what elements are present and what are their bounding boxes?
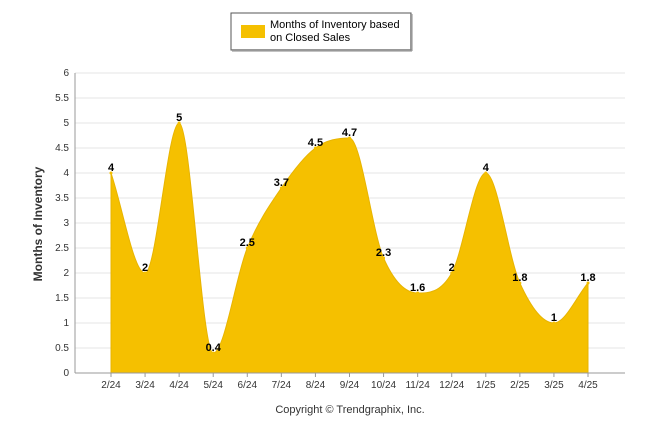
y-tick-label: 4 [63,168,69,179]
data-label: 4 [108,162,115,174]
data-label: 1.8 [580,272,595,284]
y-tick-label: 4.5 [55,143,69,154]
y-tick-label: 3 [63,218,69,229]
data-point [143,271,147,275]
x-tick-label: 3/24 [135,380,155,391]
axes [74,73,625,377]
data-point [245,246,249,250]
data-label: 2 [449,262,455,274]
data-point [450,271,454,275]
data-point [552,321,556,325]
data-point [518,281,522,285]
data-labels: 4 2 5 0.4 2.5 3.7 4.5 4.7 2.3 1.6 2 4 1.8 1 1.8 [108,112,596,355]
data-label: 2 [142,262,148,274]
data-point [416,291,420,295]
x-tick-label: 3/25 [544,380,564,391]
data-label: 1.8 [512,272,527,284]
data-point [177,121,181,125]
data-point [586,281,590,285]
x-tick-label: 4/25 [578,380,598,391]
y-tick-label: 3.5 [55,193,69,204]
data-point [382,256,386,260]
data-label: 4 [483,162,490,174]
x-tick-label: 8/24 [306,380,326,391]
x-tick-label: 12/24 [439,380,464,391]
data-label: 0.4 [206,342,222,354]
data-label: 2.5 [240,237,255,249]
legend-label: Months of Inventory based on Closed Sales [270,19,400,44]
data-label: 3.7 [274,177,289,189]
data-point [484,171,488,175]
y-tick-label: 2.5 [55,243,69,254]
x-tick-label: 9/24 [340,380,360,391]
data-label: 5 [176,112,182,124]
data-label: 1 [551,312,557,324]
y-tick-label: 1.5 [55,293,69,304]
y-tick-labels: 0 0.5 1 1.5 2 2.5 3 3.5 4 4.5 5 5.5 6 [55,68,69,379]
data-point [313,146,317,150]
copyright-footer: Copyright © Trendgraphix, Inc. [275,404,424,416]
x-tick-label: 1/25 [476,380,496,391]
y-tick-label: 2 [63,268,69,279]
x-tick-label: 7/24 [272,380,292,391]
y-tick-label: 0.5 [55,343,69,354]
x-tick-label: 5/24 [203,380,223,391]
y-tick-label: 6 [63,68,69,79]
data-label: 2.3 [376,247,391,259]
y-tick-label: 5.5 [55,93,69,104]
y-tick-label: 0 [63,368,69,379]
data-point [109,171,113,175]
y-axis-title: Months of Inventory [31,166,45,281]
data-label: 1.6 [410,282,425,294]
x-tick-label: 10/24 [371,380,396,391]
legend-swatch [241,25,265,38]
x-tick-label: 6/24 [238,380,258,391]
y-tick-label: 1 [63,318,69,329]
x-tick-label: 4/24 [169,380,189,391]
y-tick-label: 5 [63,118,69,129]
data-point [348,136,351,140]
x-tick-label: 2/24 [101,380,121,391]
data-label: 4.7 [342,127,357,139]
x-tick-labels: 2/24 3/24 4/24 5/24 6/24 7/24 8/24 9/24 10/24 11/… [101,380,598,391]
data-label: 4.5 [308,137,323,149]
data-point [279,186,283,190]
x-tick-label: 11/24 [405,380,430,391]
data-point [211,351,215,355]
legend: Months of Inventory based on Closed Sales [230,12,413,52]
x-tick-label: 2/25 [510,380,530,391]
